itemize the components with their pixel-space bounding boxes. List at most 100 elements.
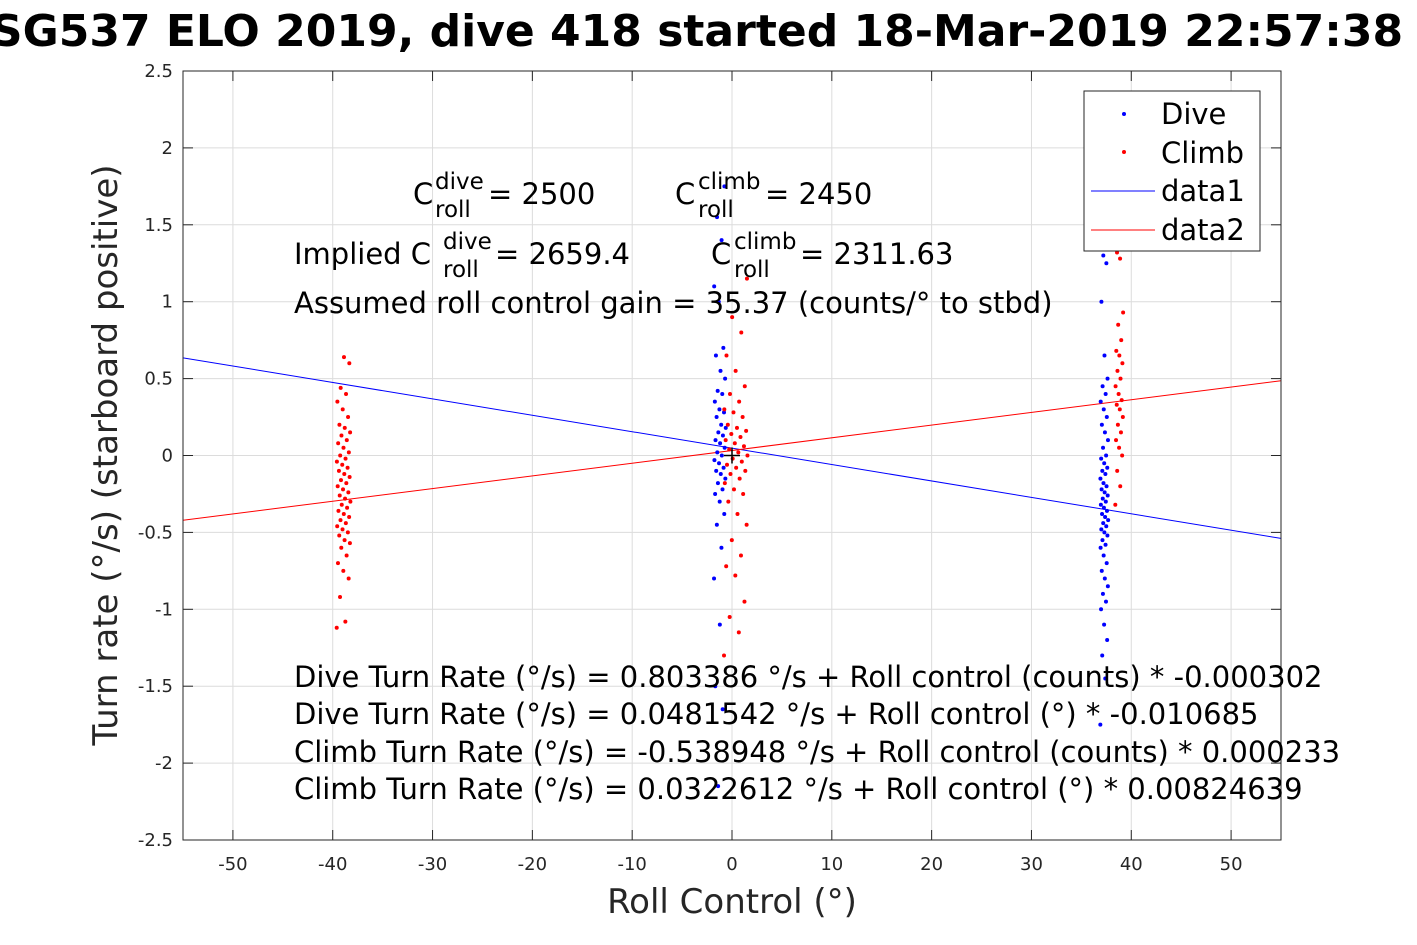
y-tick-label: -1.5: [138, 676, 173, 697]
climb-point: [345, 505, 350, 510]
x-tick-label: 0: [726, 854, 737, 875]
climb-point: [343, 496, 348, 501]
c-climb-value: = 2450: [765, 177, 872, 211]
axes-box: [182, 70, 1282, 841]
dive-point: [713, 684, 718, 689]
climb-point: [741, 491, 746, 496]
climb-point: [339, 545, 344, 550]
implied-climb-value: = 2311.63: [800, 237, 953, 271]
dive-point: [712, 399, 717, 404]
climb-point: [335, 561, 340, 566]
dive-point: [1101, 481, 1106, 486]
dive-point: [719, 453, 724, 458]
dive-point: [1098, 502, 1103, 507]
dive-point: [712, 576, 717, 581]
climb-point: [346, 576, 351, 581]
implied-dive-sub: roll: [443, 257, 479, 283]
climb-point: [344, 481, 349, 486]
climb-point: [722, 653, 727, 658]
legend: Dive Climb data1 data2: [1083, 90, 1261, 252]
climb-point: [347, 515, 352, 520]
dive-point: [1101, 407, 1106, 412]
implied-climb-sup: climb: [734, 229, 796, 255]
climb-point: [346, 415, 351, 420]
climb-point: [742, 384, 747, 389]
dive-point: [1099, 607, 1104, 612]
dive-point: [722, 184, 727, 189]
dive-point: [718, 368, 723, 373]
climb-point: [336, 468, 341, 473]
climb-point: [338, 518, 343, 523]
implied-prefix: Implied C: [294, 237, 431, 271]
dive-point: [1100, 653, 1105, 658]
c-climb-sup: climb: [698, 169, 760, 195]
climb-point: [345, 465, 350, 470]
climb-point: [729, 538, 734, 543]
dive-point: [719, 422, 724, 427]
climb-point: [1116, 391, 1121, 396]
climb-point: [346, 450, 351, 455]
dive-point: [1103, 471, 1108, 476]
climb-point: [338, 478, 343, 483]
y-tick-label: 1: [162, 292, 173, 313]
dive-point: [714, 468, 719, 473]
climb-point: [341, 355, 346, 360]
y-tick-label: -2: [155, 753, 173, 774]
climb-point: [1114, 348, 1119, 353]
x-tick-label: 10: [820, 854, 843, 875]
dive-point: [721, 345, 726, 350]
dive-point: [1105, 493, 1110, 498]
dive-point: [712, 284, 717, 289]
dive-point: [1099, 299, 1104, 304]
legend-data1-label: data1: [1161, 174, 1245, 208]
climb-point: [1115, 368, 1120, 373]
climb-point: [1117, 353, 1122, 358]
climb-point: [727, 614, 732, 619]
dive-point: [1098, 399, 1103, 404]
dive-point: [1104, 261, 1109, 266]
climb-point: [736, 630, 741, 635]
fit-line-4: Climb Turn Rate (°/s) = 0.0322612 °/s + …: [294, 772, 1303, 806]
climb-point: [348, 430, 353, 435]
fit-line-1: Dive Turn Rate (°/s) = 0.803386 °/s + Ro…: [294, 660, 1322, 694]
implied-climb-base: C: [711, 237, 731, 271]
y-tick-label: -2.5: [138, 830, 173, 851]
dive-point: [1100, 384, 1105, 389]
climb-point: [341, 568, 346, 573]
dive-point: [1100, 468, 1105, 473]
dive-point: [1104, 453, 1109, 458]
dive-point: [720, 707, 725, 712]
dive-point: [1101, 505, 1106, 510]
legend-dive-marker: [1122, 112, 1126, 116]
implied-dive-sup: dive: [443, 229, 492, 255]
climb-point: [730, 315, 735, 320]
climb-point: [1120, 361, 1125, 366]
c-dive-sup: dive: [435, 169, 484, 195]
dive-point: [1101, 445, 1106, 450]
dive-point: [1104, 508, 1109, 513]
x-tick-label: 40: [1120, 854, 1143, 875]
dive-point: [719, 238, 724, 243]
dive-point: [1105, 584, 1110, 589]
climb-point: [343, 619, 348, 624]
dive-point: [1102, 622, 1107, 627]
climb-point: [736, 450, 741, 455]
climb-point: [739, 459, 744, 464]
dive-point: [1103, 542, 1108, 547]
fit-equations: Dive Turn Rate (°/s) = 0.803386 °/s + Ro…: [294, 660, 1340, 806]
dive-point: [714, 415, 719, 420]
c-dive-base: C: [413, 177, 433, 211]
dive-point: [1102, 530, 1107, 535]
climb-point: [744, 522, 749, 527]
climb-point: [348, 499, 353, 504]
dive-point: [717, 407, 722, 412]
climb-point: [739, 330, 744, 335]
y-tick-label: 0.5: [144, 369, 173, 390]
climb-point: [734, 425, 739, 430]
dive-point: [1103, 515, 1108, 520]
dive-point: [1099, 422, 1104, 427]
data-marks: [183, 184, 1281, 789]
dive-point: [713, 438, 718, 443]
dive-point: [723, 376, 728, 381]
climb-point: [742, 599, 747, 604]
